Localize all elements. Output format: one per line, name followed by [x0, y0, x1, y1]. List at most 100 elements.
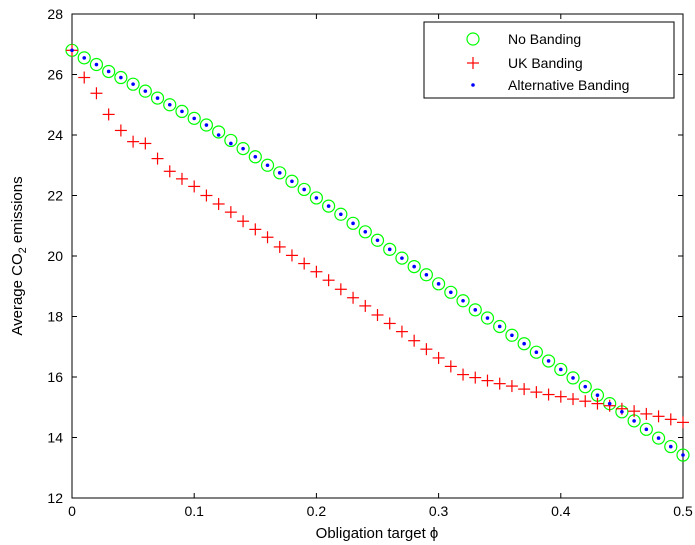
point-alternative-banding [510, 333, 514, 338]
point-no-banding [334, 207, 348, 221]
point-no-banding [456, 294, 470, 308]
point-alternative-banding [143, 89, 148, 93]
legend-label-alternative-banding: Alternative Banding [508, 77, 629, 93]
point-alternative-banding [449, 290, 453, 295]
series-alternative-banding [70, 48, 685, 457]
y-tick-label: 26 [47, 67, 63, 83]
point-no-banding [578, 380, 592, 394]
point-no-banding [529, 345, 543, 359]
point-no-banding [432, 277, 446, 291]
point-alternative-banding [363, 230, 368, 234]
point-uk-banding [334, 283, 347, 296]
point-uk-banding [212, 197, 225, 210]
point-alternative-banding [546, 359, 551, 363]
point-no-banding [566, 371, 580, 385]
point-uk-banding [310, 265, 323, 278]
point-alternative-banding [119, 75, 123, 80]
point-alternative-banding [241, 146, 245, 151]
point-uk-banding [530, 386, 543, 399]
point-alternative-banding [265, 163, 270, 168]
legend-box [423, 21, 675, 99]
point-no-banding [493, 319, 507, 334]
axis-ticks [71, 13, 684, 499]
point-uk-banding [200, 189, 213, 202]
point-alternative-banding [485, 316, 490, 320]
point-uk-banding [298, 257, 311, 270]
point-uk-banding [151, 152, 164, 165]
legend: No Banding UK Banding Alternative Bandin… [423, 21, 675, 99]
point-no-banding [89, 57, 104, 72]
point-uk-banding [249, 223, 262, 236]
point-uk-banding [127, 135, 140, 148]
point-uk-banding [444, 360, 457, 373]
point-alternative-banding [351, 221, 355, 226]
point-uk-banding [90, 87, 103, 100]
point-uk-banding [469, 371, 482, 384]
point-no-banding [126, 77, 140, 91]
point-uk-banding [579, 395, 592, 408]
y-axis-label-subscript: 2 [17, 247, 29, 253]
point-uk-banding [652, 410, 665, 423]
point-no-banding [260, 158, 275, 172]
point-alternative-banding [326, 204, 331, 208]
x-tick-label: 0.3 [429, 503, 449, 519]
point-alternative-banding [229, 141, 233, 146]
point-no-banding [517, 337, 531, 351]
point-alternative-banding [559, 367, 563, 372]
point-no-banding [297, 182, 311, 197]
point-no-banding [346, 216, 360, 230]
point-alternative-banding [155, 96, 160, 100]
point-alternative-banding [94, 62, 99, 67]
point-alternative-banding [461, 298, 465, 303]
point-alternative-banding [644, 427, 649, 432]
point-alternative-banding [400, 256, 404, 260]
data-marks [65, 43, 690, 462]
point-uk-banding [371, 308, 384, 321]
point-no-banding [150, 91, 165, 105]
point-uk-banding [359, 299, 372, 312]
x-tick-label: 0.5 [673, 503, 693, 519]
point-alternative-banding [583, 384, 588, 389]
point-no-banding [175, 104, 189, 119]
point-alternative-banding [70, 48, 74, 53]
point-alternative-banding [277, 171, 282, 175]
y-tick-label: 14 [47, 430, 63, 446]
point-uk-banding [139, 137, 152, 150]
point-alternative-banding [632, 419, 636, 423]
point-uk-banding [285, 249, 298, 262]
point-uk-banding [175, 172, 188, 185]
point-no-banding [664, 439, 678, 454]
point-alternative-banding [290, 179, 294, 184]
y-tick-label: 28 [47, 6, 63, 22]
point-no-banding [370, 233, 385, 247]
point-uk-banding [408, 334, 421, 347]
point-alternative-banding [607, 401, 612, 406]
point-alternative-banding [204, 123, 209, 127]
point-no-banding [163, 98, 177, 112]
point-uk-banding [677, 416, 689, 429]
point-alternative-banding [375, 238, 380, 243]
point-no-banding [383, 242, 397, 256]
point-no-banding [419, 268, 433, 282]
point-alternative-banding [656, 436, 661, 440]
point-alternative-banding [253, 154, 258, 159]
point-alternative-banding [192, 116, 196, 121]
point-uk-banding [664, 413, 677, 426]
point-alternative-banding [412, 264, 416, 269]
point-alternative-banding [620, 409, 624, 414]
point-uk-banding [420, 343, 433, 356]
point-uk-banding [481, 374, 494, 387]
y-tick-label: 12 [47, 490, 63, 506]
point-alternative-banding [339, 212, 343, 217]
x-tick-label: 0.1 [184, 503, 204, 519]
point-alternative-banding [473, 308, 478, 312]
y-axis-label-suffix: emissions [9, 176, 26, 247]
point-no-banding [407, 259, 421, 274]
point-alternative-banding [106, 69, 111, 74]
point-uk-banding [505, 380, 518, 393]
point-uk-banding [114, 124, 127, 137]
point-uk-banding [78, 71, 91, 84]
legend-marker-alternative-banding [471, 83, 475, 87]
point-alternative-banding [82, 56, 87, 60]
